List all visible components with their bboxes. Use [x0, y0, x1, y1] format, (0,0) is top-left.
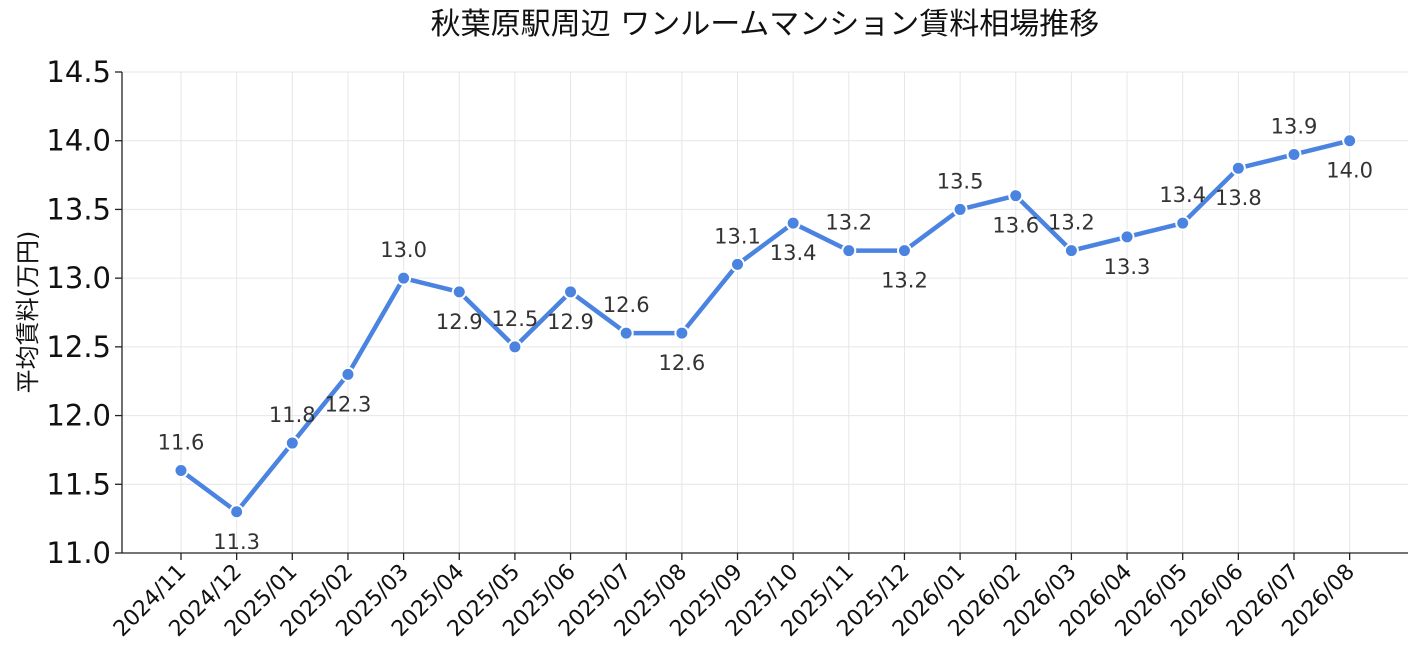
y-tick-label: 11.0	[46, 536, 111, 570]
data-point	[841, 243, 857, 259]
data-point	[896, 243, 912, 259]
data-point	[1230, 160, 1246, 176]
data-label: 12.6	[658, 351, 705, 375]
data-label: 13.2	[881, 269, 928, 293]
data-label: 13.2	[1048, 211, 1095, 235]
data-point	[730, 256, 745, 272]
data-point	[674, 325, 690, 341]
data-label: 13.9	[1271, 114, 1318, 138]
data-label: 13.5	[937, 169, 984, 193]
data-label: 11.3	[213, 530, 260, 554]
data-label: 13.2	[825, 211, 872, 235]
data-point	[952, 201, 968, 217]
data-point	[1008, 188, 1024, 204]
data-label: 12.5	[492, 307, 539, 331]
data-label: 13.4	[1159, 183, 1206, 207]
data-label: 13.8	[1215, 186, 1262, 210]
data-label: 13.6	[992, 214, 1039, 238]
data-point	[785, 215, 801, 231]
data-point	[507, 339, 523, 355]
y-axis-label: 平均賃料(万円)	[14, 231, 42, 394]
y-tick-label: 13.0	[46, 261, 111, 295]
data-point	[1342, 133, 1358, 149]
data-label: 11.8	[269, 403, 316, 427]
y-tick-label: 12.5	[46, 330, 111, 364]
data-point	[1286, 146, 1302, 162]
series-line	[178, 138, 1352, 515]
x-tick-layer: 2024/112024/122025/012025/022025/032025/…	[109, 553, 1360, 642]
y-tick-label: 14.5	[46, 55, 111, 89]
series-layer	[173, 133, 1358, 520]
data-label: 12.9	[547, 310, 594, 334]
data-label: 13.3	[1104, 255, 1151, 279]
data-label-layer: 11.6 11.3 11.8 12.3 13.0 12.9 12.5 12.9 12.6 12.6…	[158, 114, 1373, 553]
data-point	[451, 284, 467, 300]
data-label: 13.0	[380, 238, 427, 262]
y-tick-label: 12.0	[46, 399, 111, 433]
grid-layer	[122, 71, 1408, 554]
y-tick-layer: 11.0 11.5 12.0 12.5 13.0 13.5 14.0 14.5	[46, 55, 122, 570]
data-point	[340, 366, 356, 382]
data-label: 11.6	[158, 431, 205, 455]
data-point	[173, 463, 189, 479]
data-label: 13.4	[770, 241, 817, 265]
y-tick-label: 14.0	[46, 124, 111, 158]
data-label: 12.9	[436, 310, 483, 334]
chart-title: 秋葉原駅周辺 ワンルームマンション賃料相場推移	[431, 7, 1100, 42]
data-point	[229, 504, 245, 520]
data-label: 12.3	[325, 392, 372, 416]
data-point	[1063, 243, 1079, 259]
y-tick-label: 11.5	[46, 467, 111, 501]
data-point	[1119, 229, 1135, 245]
data-point	[1175, 215, 1191, 231]
y-tick-label: 13.5	[46, 192, 111, 226]
data-label: 12.6	[603, 293, 650, 317]
data-point	[284, 435, 300, 451]
data-label: 13.1	[714, 224, 761, 248]
data-label: 14.0	[1326, 159, 1373, 183]
data-point	[618, 325, 634, 341]
data-point	[563, 284, 579, 300]
data-point	[396, 270, 412, 286]
